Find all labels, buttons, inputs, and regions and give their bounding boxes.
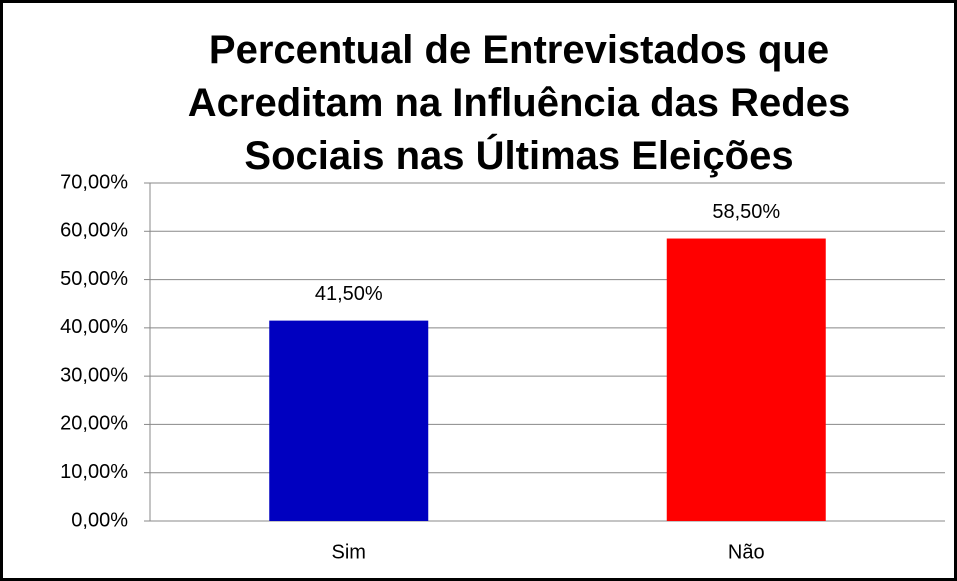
y-tick-label: 40,00% — [60, 316, 128, 338]
y-tick-label: 50,00% — [60, 268, 128, 290]
bar — [666, 238, 826, 521]
chart-title: Percentual de Entrevistados que Acredita… — [187, 28, 851, 178]
y-tick-label: 20,00% — [60, 413, 128, 435]
bar — [269, 320, 429, 521]
y-tick-label: 70,00% — [60, 171, 128, 193]
data-label: 58,50% — [712, 201, 780, 223]
y-tick-label: 10,00% — [60, 461, 128, 483]
y-tick-label: 30,00% — [60, 364, 128, 386]
y-tick-label: 0,00% — [71, 509, 128, 531]
x-tick-label: Não — [728, 541, 765, 563]
x-tick-label: Sim — [332, 541, 366, 563]
data-label: 41,50% — [315, 283, 383, 305]
y-tick-label: 60,00% — [60, 220, 128, 242]
